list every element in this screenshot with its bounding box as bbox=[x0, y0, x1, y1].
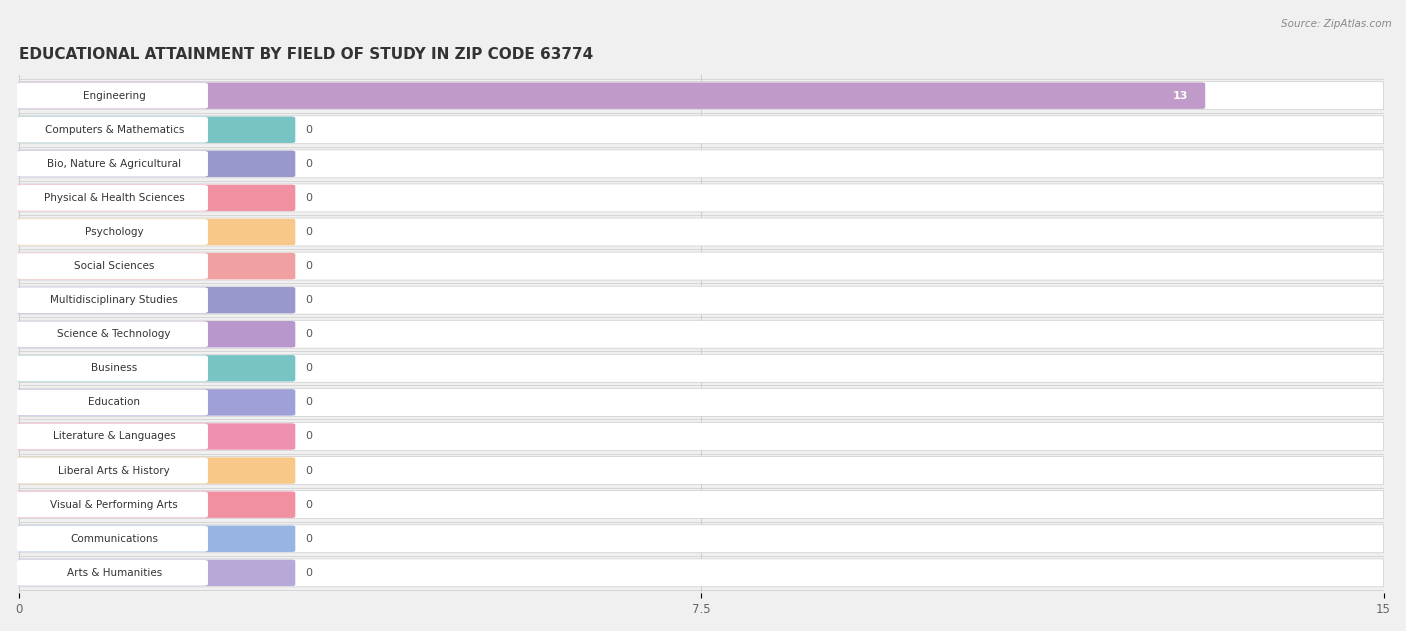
FancyBboxPatch shape bbox=[18, 286, 1384, 314]
FancyBboxPatch shape bbox=[18, 252, 1384, 280]
Text: Education: Education bbox=[89, 398, 141, 408]
FancyBboxPatch shape bbox=[15, 83, 1205, 109]
Text: Source: ZipAtlas.com: Source: ZipAtlas.com bbox=[1281, 19, 1392, 29]
Text: 0: 0 bbox=[305, 227, 312, 237]
Text: Visual & Performing Arts: Visual & Performing Arts bbox=[51, 500, 179, 510]
FancyBboxPatch shape bbox=[17, 287, 208, 313]
Text: Bio, Nature & Agricultural: Bio, Nature & Agricultural bbox=[48, 159, 181, 169]
FancyBboxPatch shape bbox=[15, 560, 295, 586]
FancyBboxPatch shape bbox=[15, 151, 295, 177]
FancyBboxPatch shape bbox=[17, 560, 208, 586]
FancyBboxPatch shape bbox=[17, 219, 208, 245]
FancyBboxPatch shape bbox=[17, 355, 208, 381]
FancyBboxPatch shape bbox=[17, 151, 208, 177]
Text: Computers & Mathematics: Computers & Mathematics bbox=[45, 125, 184, 135]
FancyBboxPatch shape bbox=[18, 115, 1384, 144]
FancyBboxPatch shape bbox=[17, 83, 208, 109]
FancyBboxPatch shape bbox=[15, 457, 295, 484]
FancyBboxPatch shape bbox=[17, 253, 208, 279]
FancyBboxPatch shape bbox=[17, 117, 208, 143]
FancyBboxPatch shape bbox=[18, 150, 1384, 178]
FancyBboxPatch shape bbox=[15, 185, 295, 211]
FancyBboxPatch shape bbox=[17, 492, 208, 517]
FancyBboxPatch shape bbox=[15, 321, 295, 348]
FancyBboxPatch shape bbox=[15, 389, 295, 416]
Text: Social Sciences: Social Sciences bbox=[75, 261, 155, 271]
Text: 0: 0 bbox=[305, 500, 312, 510]
Text: EDUCATIONAL ATTAINMENT BY FIELD OF STUDY IN ZIP CODE 63774: EDUCATIONAL ATTAINMENT BY FIELD OF STUDY… bbox=[18, 47, 593, 62]
FancyBboxPatch shape bbox=[17, 423, 208, 449]
FancyBboxPatch shape bbox=[18, 184, 1384, 212]
Text: 0: 0 bbox=[305, 568, 312, 578]
FancyBboxPatch shape bbox=[18, 81, 1384, 110]
Text: Multidisciplinary Studies: Multidisciplinary Studies bbox=[51, 295, 179, 305]
Text: 13: 13 bbox=[1173, 91, 1188, 101]
Text: Literature & Languages: Literature & Languages bbox=[53, 432, 176, 442]
Text: Communications: Communications bbox=[70, 534, 159, 544]
Text: Science & Technology: Science & Technology bbox=[58, 329, 172, 339]
Text: 0: 0 bbox=[305, 363, 312, 374]
FancyBboxPatch shape bbox=[18, 423, 1384, 451]
FancyBboxPatch shape bbox=[17, 526, 208, 551]
Text: 0: 0 bbox=[305, 398, 312, 408]
Text: 0: 0 bbox=[305, 159, 312, 169]
FancyBboxPatch shape bbox=[18, 389, 1384, 416]
FancyBboxPatch shape bbox=[18, 457, 1384, 485]
FancyBboxPatch shape bbox=[17, 185, 208, 211]
FancyBboxPatch shape bbox=[17, 457, 208, 483]
FancyBboxPatch shape bbox=[15, 355, 295, 382]
Text: Business: Business bbox=[91, 363, 138, 374]
Text: 0: 0 bbox=[305, 466, 312, 476]
FancyBboxPatch shape bbox=[18, 525, 1384, 553]
FancyBboxPatch shape bbox=[18, 491, 1384, 519]
Text: 0: 0 bbox=[305, 534, 312, 544]
FancyBboxPatch shape bbox=[15, 287, 295, 314]
FancyBboxPatch shape bbox=[18, 559, 1384, 587]
FancyBboxPatch shape bbox=[17, 389, 208, 415]
FancyBboxPatch shape bbox=[18, 218, 1384, 246]
FancyBboxPatch shape bbox=[17, 321, 208, 347]
Text: 0: 0 bbox=[305, 432, 312, 442]
Text: 0: 0 bbox=[305, 261, 312, 271]
Text: Psychology: Psychology bbox=[84, 227, 143, 237]
Text: Liberal Arts & History: Liberal Arts & History bbox=[59, 466, 170, 476]
FancyBboxPatch shape bbox=[18, 355, 1384, 382]
Text: Physical & Health Sciences: Physical & Health Sciences bbox=[44, 193, 184, 203]
FancyBboxPatch shape bbox=[15, 492, 295, 518]
FancyBboxPatch shape bbox=[18, 321, 1384, 348]
FancyBboxPatch shape bbox=[15, 219, 295, 245]
FancyBboxPatch shape bbox=[15, 253, 295, 280]
Text: Arts & Humanities: Arts & Humanities bbox=[66, 568, 162, 578]
FancyBboxPatch shape bbox=[15, 117, 295, 143]
Text: Engineering: Engineering bbox=[83, 91, 146, 101]
Text: 0: 0 bbox=[305, 125, 312, 135]
Text: 0: 0 bbox=[305, 329, 312, 339]
FancyBboxPatch shape bbox=[15, 526, 295, 552]
Text: 0: 0 bbox=[305, 193, 312, 203]
Text: 0: 0 bbox=[305, 295, 312, 305]
FancyBboxPatch shape bbox=[15, 423, 295, 450]
